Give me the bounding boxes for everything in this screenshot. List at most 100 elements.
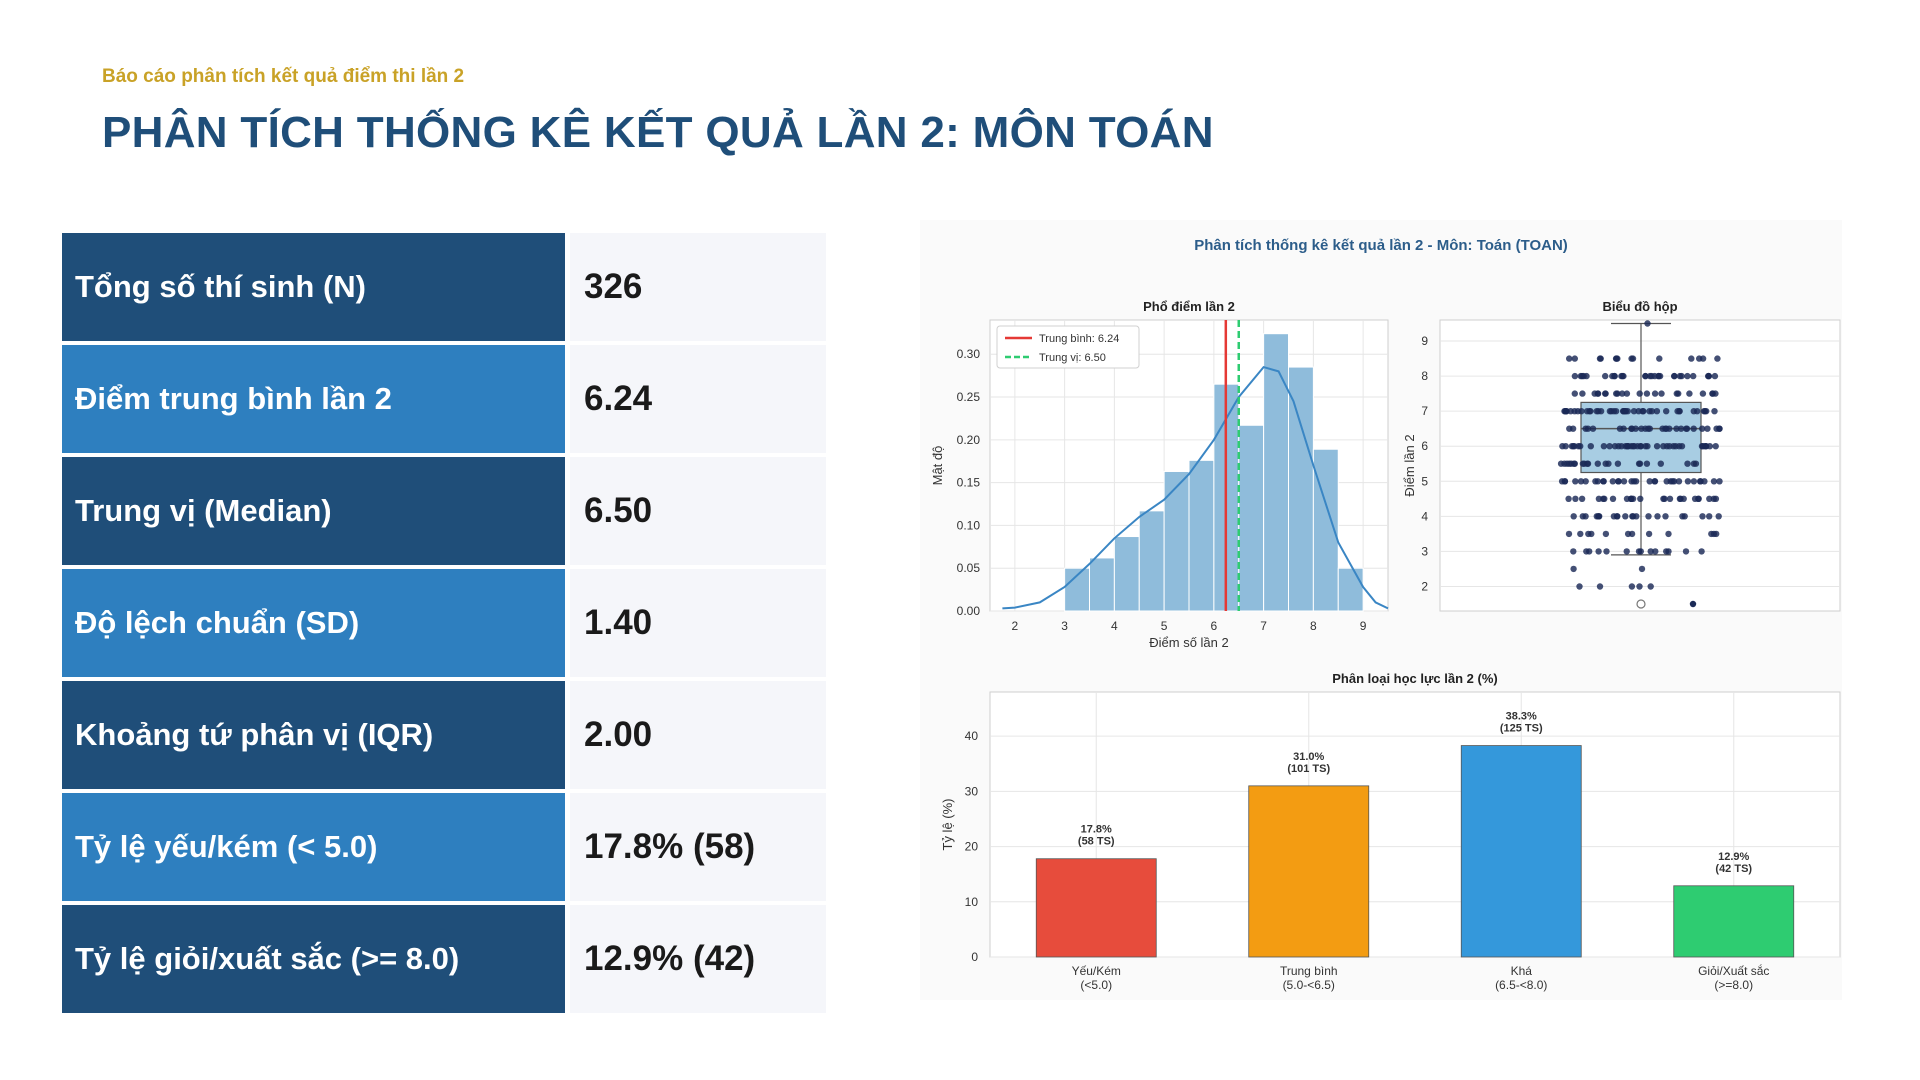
stat-label: Tỷ lệ giỏi/xuất sắc (>= 8.0): [62, 905, 565, 1013]
boxplot-point: [1642, 443, 1649, 450]
boxplot-point: [1643, 460, 1651, 467]
bar-ytick-label: 10: [965, 895, 979, 909]
boxplot-point: [1572, 495, 1579, 502]
boxplot-point: [1614, 460, 1622, 467]
boxplot-point: [1578, 495, 1586, 502]
boxplot-point: [1636, 583, 1643, 590]
boxplot-point: [1567, 408, 1574, 415]
boxplot-point: [1639, 408, 1646, 415]
stat-row-excellent: Tỷ lệ giỏi/xuất sắc (>= 8.0) 12.9% (42): [62, 905, 826, 1013]
boxplot-point: [1615, 478, 1622, 485]
boxplot-ytick-label: 9: [1421, 334, 1428, 348]
bar-category-label: Khá: [1511, 964, 1533, 978]
boxplot-point: [1686, 390, 1693, 397]
boxplot-point: [1698, 548, 1705, 555]
boxplot-point: [1571, 460, 1578, 467]
histogram-ytick-label: 0.20: [957, 433, 981, 447]
boxplot-point: [1571, 355, 1578, 362]
boxplot-point: [1647, 583, 1654, 590]
boxplot-ytick-label: 8: [1421, 369, 1428, 383]
bar-value-label: 31.0%: [1293, 751, 1324, 763]
boxplot-point: [1619, 390, 1626, 397]
bar-category-label: Giỏi/Xuất sắc: [1698, 963, 1769, 978]
boxplot-point: [1715, 513, 1722, 520]
boxplot-point: [1611, 372, 1618, 380]
histogram-bar: [1138, 510, 1165, 612]
boxplot-point: [1695, 495, 1702, 502]
boxplot-point: [1577, 478, 1585, 485]
boxplot-point: [1663, 478, 1670, 485]
boxplot-point: [1689, 600, 1697, 608]
boxplot-point: [1613, 355, 1620, 362]
boxplot-point: [1710, 530, 1718, 538]
histogram-ytick-label: 0.15: [957, 476, 981, 490]
boxplot-point: [1646, 478, 1653, 485]
stat-row-median: Trung vị (Median) 6.50: [62, 457, 826, 565]
bar: [1460, 745, 1582, 958]
boxplot-point: [1582, 478, 1589, 485]
boxplot-point: [1673, 425, 1680, 432]
histogram-xtick-label: 9: [1360, 619, 1367, 633]
legend-median-label: Trung vị: 6.50: [1039, 352, 1106, 364]
bar-ytick-label: 30: [965, 784, 979, 798]
histogram-bar: [1288, 366, 1314, 612]
boxplot-point: [1609, 495, 1617, 502]
boxplot-ytick-label: 6: [1421, 439, 1428, 453]
boxplot-point: [1637, 443, 1644, 450]
boxplot-point: [1684, 372, 1691, 380]
boxplot-point: [1704, 425, 1711, 432]
boxplot-point: [1616, 425, 1624, 432]
bar-ylabel: Tỷ lệ (%): [940, 799, 955, 851]
boxplot-point: [1557, 460, 1565, 467]
boxplot-point: [1566, 425, 1573, 432]
stat-value: 6.50: [570, 457, 826, 565]
stat-label: Tổng số thí sinh (N): [62, 233, 565, 341]
boxplot-ytick-label: 2: [1421, 579, 1428, 593]
histogram-xtick-label: 4: [1111, 619, 1118, 633]
stat-value: 326: [570, 233, 826, 341]
boxplot-point: [1655, 372, 1662, 380]
boxplot-point: [1688, 355, 1695, 362]
boxplot-outlier: [1636, 599, 1646, 609]
boxplot-point: [1579, 460, 1587, 467]
boxplot-point: [1648, 372, 1655, 380]
boxplot-point: [1666, 495, 1674, 502]
boxplot-point: [1696, 478, 1704, 485]
boxplot-point: [1635, 548, 1643, 555]
boxplot-point: [1690, 478, 1698, 485]
bar-value-label: 38.3%: [1506, 711, 1537, 723]
boxplot-point: [1584, 425, 1592, 432]
boxplot-point: [1595, 548, 1602, 555]
boxplot-point: [1677, 425, 1685, 432]
boxplot-point: [1662, 513, 1669, 520]
boxplot-point: [1654, 513, 1661, 520]
boxplot-point: [1632, 478, 1640, 485]
bar-ytick-label: 0: [971, 950, 978, 964]
boxplot-point: [1605, 460, 1612, 467]
boxplot-point: [1628, 495, 1635, 502]
boxplot-ytick-label: 5: [1421, 474, 1428, 488]
histogram-ytick-label: 0.30: [957, 347, 981, 361]
boxplot-point: [1577, 443, 1584, 450]
analysis-figure: Phân tích thống kê kết quả lần 2 - Môn: …: [920, 220, 1842, 1000]
boxplot-point: [1562, 408, 1569, 415]
histogram-bar: [1163, 470, 1190, 612]
histogram-bar: [1089, 557, 1115, 612]
stat-value: 2.00: [570, 681, 826, 789]
bar-ytick-label: 20: [965, 840, 979, 854]
boxplot-point: [1579, 390, 1586, 397]
bar-category-label: Trung bình: [1280, 964, 1338, 978]
boxplot-point: [1684, 478, 1692, 485]
stat-row-weak: Tỷ lệ yếu/kém (< 5.0) 17.8% (58): [62, 793, 826, 901]
bar-value-label: 17.8%: [1081, 824, 1112, 836]
boxplot-point: [1637, 495, 1644, 502]
boxplot-point: [1579, 513, 1586, 520]
boxplot-point: [1596, 583, 1604, 590]
boxplot-point: [1642, 425, 1649, 432]
histogram-xtick-label: 8: [1310, 619, 1317, 633]
boxplot-point: [1699, 513, 1706, 520]
boxplot-point: [1673, 390, 1680, 397]
stats-table: Tổng số thí sinh (N) 326 Điểm trung bình…: [62, 233, 826, 1017]
boxplot-point: [1624, 443, 1631, 450]
boxplot-point: [1663, 408, 1670, 415]
